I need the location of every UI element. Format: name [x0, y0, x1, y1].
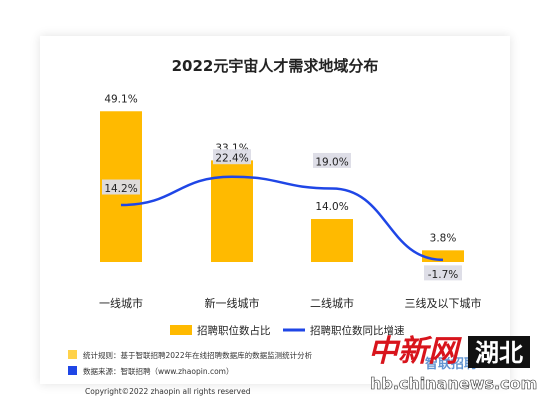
bar-3: [422, 250, 464, 262]
line-value-box-3: [424, 265, 462, 281]
line-value-label-3: -1.7%: [428, 269, 458, 281]
bar-2: [311, 219, 353, 262]
copyright-text: Copyright©2022 zhaopin all rights reserv…: [85, 387, 251, 396]
bar-value-label-3: 3.8%: [430, 232, 457, 244]
category-label-3: 三线及以下城市: [405, 296, 482, 310]
note-icon-yellow: [68, 350, 77, 359]
notes: 统计规则：基于智联招聘2022年在线招聘数据库的数据监测统计分析 数据来源：智联…: [68, 350, 313, 376]
line-value-label-0: 14.2%: [104, 183, 137, 195]
watermark-region-box: [468, 336, 530, 368]
watermark: 智联招聘 中新网 湖北 hb.chinanews.com: [368, 334, 538, 393]
bar-value-label-0: 49.1%: [104, 93, 137, 105]
watermark-url: hb.chinanews.com: [370, 374, 537, 393]
note-icon-blue: [68, 366, 77, 375]
labels-layer: 49.1%一线城市33.1%新一线城市14.0%二线城市3.8%三线及以下城市1…: [99, 93, 482, 310]
legend-bar-swatch: [170, 325, 192, 335]
chart-title: 2022元宇宙人才需求地域分布: [172, 57, 379, 75]
line-layer: [120, 175, 444, 262]
line-value-box-1: [213, 149, 251, 165]
line-value-box-2: [313, 152, 351, 168]
bar-value-label-2: 14.0%: [315, 201, 348, 213]
legend: 招聘职位数占比 招聘职位数同比增速: [170, 324, 405, 337]
bars-layer: [100, 111, 464, 262]
line-value-label-2: 19.0%: [315, 156, 348, 168]
legend-bar-label: 招聘职位数占比: [197, 324, 271, 337]
line-value-box-0: [102, 179, 140, 195]
category-label-0: 一线城市: [99, 296, 143, 310]
note-rule-text: 统计规则：基于智联招聘2022年在线招聘数据库的数据监测统计分析: [83, 350, 313, 360]
note-source-text: 数据来源：智联招聘（www.zhaopin.com）: [83, 366, 233, 376]
growth-line: [120, 175, 444, 262]
watermark-region: 湖北: [475, 339, 523, 367]
legend-line-label: 招聘职位数同比增速: [310, 324, 405, 337]
category-label-1: 新一线城市: [205, 296, 260, 310]
category-label-2: 二线城市: [310, 296, 354, 310]
watermark-logo-text: 智联招聘: [425, 356, 477, 372]
line-value-label-1: 22.4%: [215, 153, 248, 165]
watermark-brand: 中新网: [368, 334, 462, 369]
